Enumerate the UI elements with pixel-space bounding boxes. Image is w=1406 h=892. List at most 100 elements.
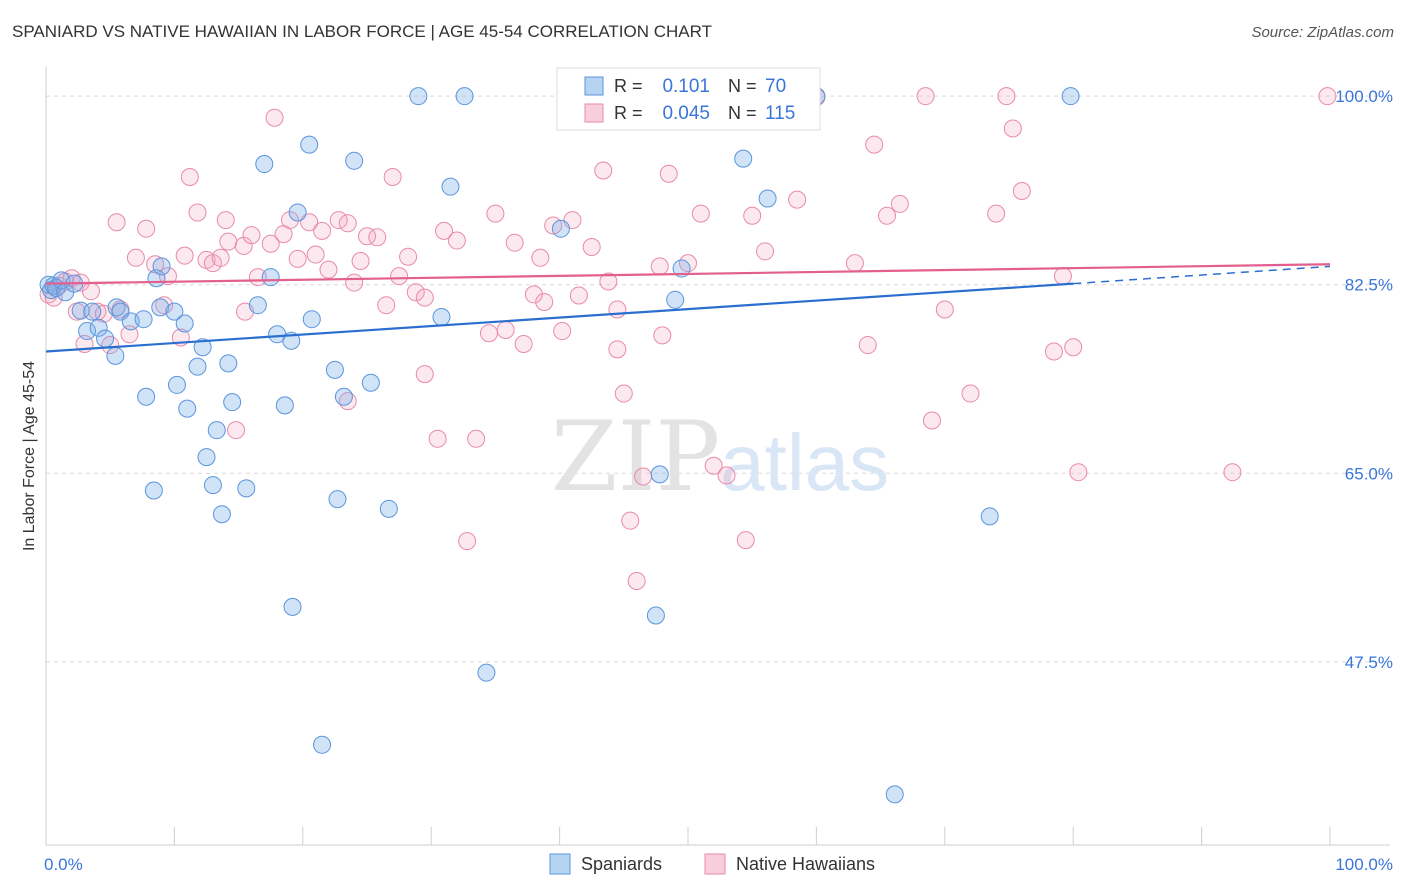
legend-item-native-hawaiians-swatch[interactable] <box>704 853 726 875</box>
spaniard-point <box>207 421 226 440</box>
native-hawaiian-point <box>582 238 601 257</box>
legend-item-spaniards-swatch[interactable] <box>549 853 571 875</box>
x-tick-label-start: 0.0% <box>44 855 83 874</box>
native-hawaiian-point <box>858 336 877 355</box>
spaniard-point <box>144 481 163 500</box>
spaniard-point <box>551 219 570 238</box>
native-hawaiian-point <box>1044 342 1063 361</box>
y-tick-label: 65.0% <box>1345 464 1393 483</box>
native-hawaiian-point <box>486 204 505 223</box>
spaniard-point <box>361 373 380 392</box>
native-hawaiian-point <box>1069 463 1088 482</box>
spaniard-point <box>223 393 242 412</box>
bottom-legend[interactable]: Spaniards Native Hawaiians <box>549 853 875 875</box>
native-hawaiian-point <box>180 167 199 186</box>
spaniard-point <box>345 151 364 170</box>
native-hawaiian-point <box>1003 119 1022 138</box>
native-hawaiian-point <box>126 248 145 267</box>
spaniard-point <box>300 135 319 154</box>
chart-source: Source: ZipAtlas.com <box>1251 24 1394 41</box>
native-hawaiian-point <box>175 246 194 265</box>
spaniard-point <box>328 490 347 509</box>
watermark: ZIPatlas <box>551 401 889 513</box>
native-hawaiian-point <box>743 206 762 225</box>
native-hawaiian-point <box>227 421 246 440</box>
native-hawaiian-point <box>406 283 425 302</box>
native-hawaiian-point <box>368 228 387 247</box>
stats-r-label: R = <box>614 103 643 123</box>
y-tick-label: 47.5% <box>1345 653 1393 672</box>
stats-swatch <box>584 76 604 96</box>
native-hawaiian-point <box>81 282 100 301</box>
spaniard-point <box>432 308 451 327</box>
native-hawaiian-point <box>377 296 396 315</box>
legend-item-spaniards-label[interactable]: Spaniards <box>581 854 662 874</box>
native-hawaiian-point <box>890 194 909 213</box>
spaniard-point <box>219 354 238 373</box>
native-hawaiian-point <box>659 164 678 183</box>
spaniard-point <box>477 663 496 682</box>
stats-n-value: 70 <box>765 76 786 97</box>
spaniard-point <box>441 177 460 196</box>
native-hawaiian-point <box>428 429 447 448</box>
native-hawaiian-point <box>987 204 1006 223</box>
stats-r-label: R = <box>614 76 643 96</box>
native-hawaiian-point <box>306 245 325 264</box>
native-hawaiian-point <box>717 466 736 485</box>
native-hawaiian-point <box>531 248 550 267</box>
spaniard-point <box>379 499 398 518</box>
native-hawaiian-point <box>319 260 338 279</box>
spaniard-point <box>255 155 274 174</box>
spaniard-point <box>334 387 353 406</box>
native-hawaiian-point <box>878 206 897 225</box>
spaniard-point <box>151 298 170 317</box>
gridlines <box>46 95 1390 663</box>
stats-r-value: 0.045 <box>662 103 710 124</box>
native-hawaiian-point <box>390 267 409 286</box>
spaniard-point <box>78 322 97 341</box>
native-hawaiian-point <box>435 221 454 240</box>
native-hawaiian-point <box>997 87 1016 106</box>
native-hawaiian-point <box>219 232 238 251</box>
spaniard-point <box>758 189 777 208</box>
data-points <box>39 87 1337 804</box>
native-hawaiian-point <box>479 324 498 343</box>
spaniard-point <box>212 505 231 524</box>
native-hawaiian-point <box>383 167 402 186</box>
native-hawaiian-point <box>242 226 261 245</box>
spaniards-trend-line <box>45 282 1074 353</box>
spaniard-point <box>885 785 904 804</box>
native-hawaiian-point <box>634 467 653 486</box>
native-hawaiian-point <box>216 211 235 230</box>
spaniard-point <box>83 302 102 321</box>
watermark-zip: ZIP <box>551 401 720 513</box>
spaniard-point <box>188 357 207 376</box>
native-hawaiian-point <box>756 242 775 261</box>
native-hawaiian-point <box>553 322 572 341</box>
native-hawaiian-point <box>447 231 466 250</box>
trend-lines <box>45 263 1331 353</box>
stats-legend: R = 0.101 N = 70 R = 0.045 N = 115 <box>556 67 821 131</box>
native-hawaiian-point <box>1012 181 1031 200</box>
native-hawaiian-point <box>505 233 524 252</box>
native-hawaiian-point <box>608 340 627 359</box>
spaniard-point <box>175 314 194 333</box>
spaniard-point <box>283 597 302 616</box>
native-hawaiian-point <box>691 204 710 223</box>
native-hawaiian-point <box>650 257 669 276</box>
native-hawaiian-point <box>736 531 755 550</box>
spaniard-point <box>167 375 186 394</box>
native-hawaiian-point <box>458 532 477 551</box>
native-hawaiian-point <box>467 429 486 448</box>
spaniard-point <box>650 465 669 484</box>
native-hawaiian-point <box>599 272 618 291</box>
spaniard-point <box>302 310 321 329</box>
legend-item-native-hawaiians-label[interactable]: Native Hawaiians <box>736 854 875 874</box>
native-hawaiian-point <box>1064 338 1083 357</box>
spaniard-point <box>1061 87 1080 106</box>
native-hawaiian-point <box>653 326 672 345</box>
spaniard-point <box>134 310 153 329</box>
y-tick-label: 100.0% <box>1335 87 1393 106</box>
native-hawaiian-point <box>261 234 280 253</box>
